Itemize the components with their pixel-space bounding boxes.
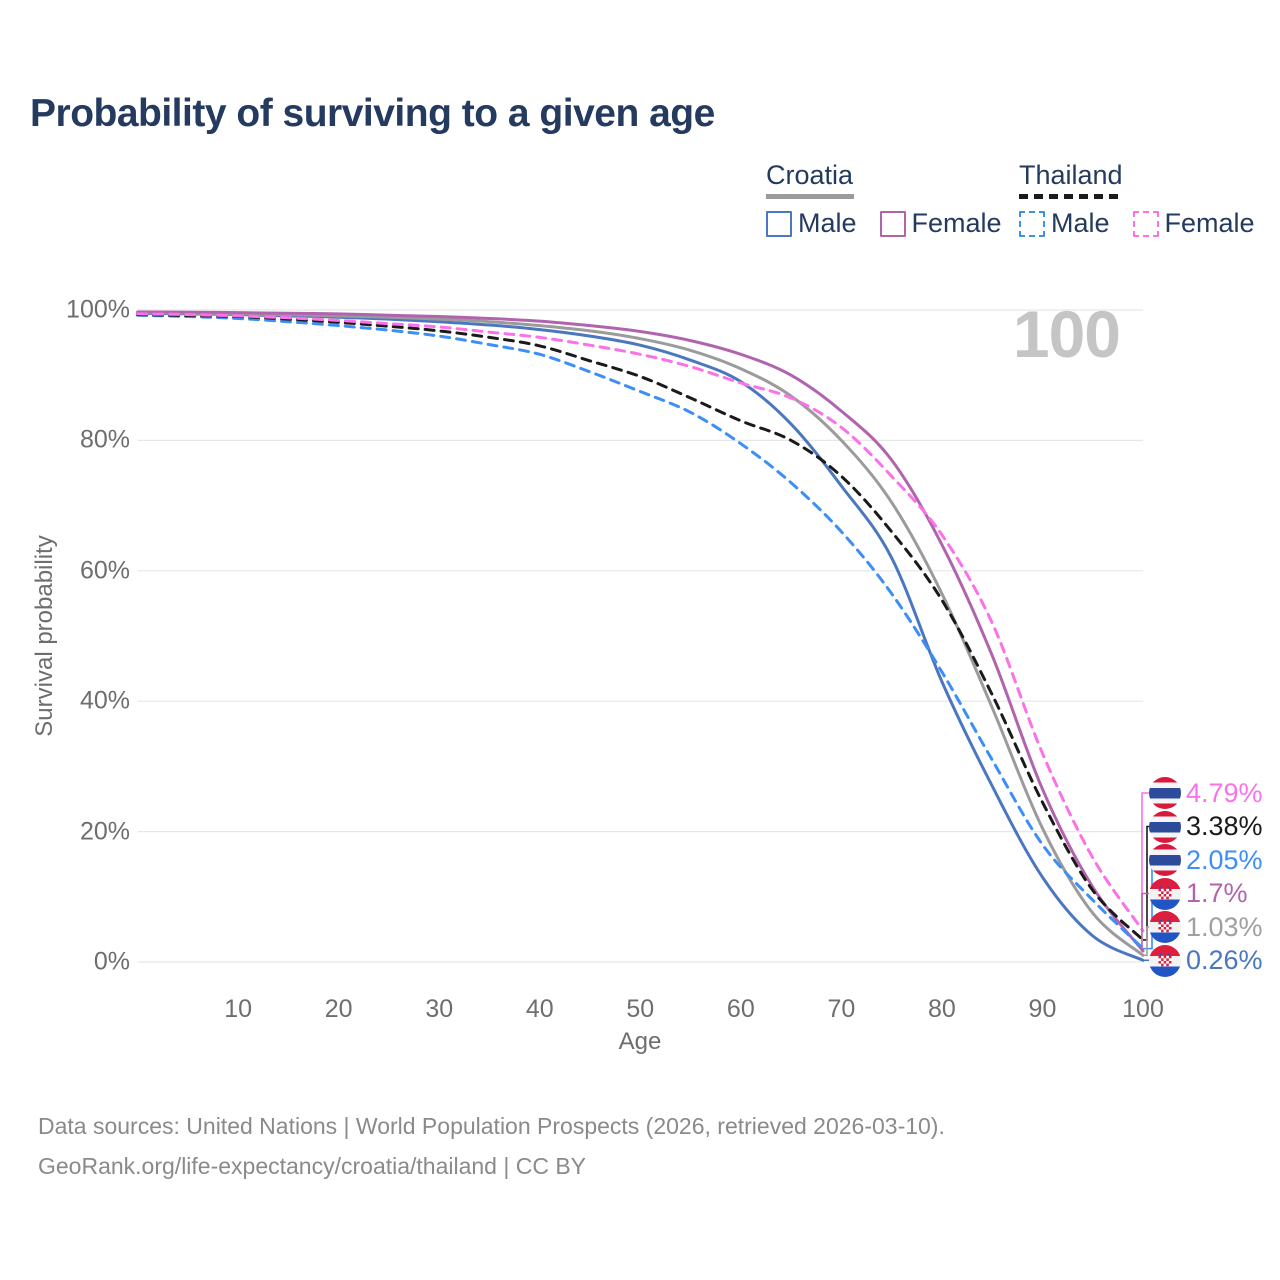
legend-swatch-thailand-female bbox=[1132, 210, 1159, 237]
curve-thailand-male[interactable] bbox=[136, 313, 1145, 951]
end-label-croatia-male[interactable]: 0.26% bbox=[1149, 944, 1263, 978]
x-tick-100: 100 bbox=[1122, 995, 1164, 1023]
y-tick-40%: 40% bbox=[79, 686, 130, 715]
legend-items-croatia: Male Female bbox=[766, 208, 1002, 239]
legend-item-croatia-female[interactable]: Female bbox=[879, 208, 1002, 239]
legend-item-thailand-female-label: Female bbox=[1164, 208, 1255, 238]
footer-attribution: GeoRank.org/life-expectancy/croatia/thai… bbox=[38, 1153, 587, 1179]
croatia-flag-icon bbox=[1149, 944, 1181, 977]
x-tick-80: 80 bbox=[928, 995, 956, 1023]
legend-group-croatia: Croatia Male Female bbox=[766, 160, 1002, 239]
legend-item-thailand-female[interactable]: Female bbox=[1132, 208, 1255, 239]
footer-data-sources: Data sources: United Nations | World Pop… bbox=[38, 1113, 945, 1139]
end-label-thailand-male[interactable]: 2.05% bbox=[1149, 843, 1263, 877]
end-label-value: 1.7% bbox=[1186, 878, 1248, 908]
leader-line-thailand-total bbox=[1143, 825, 1149, 941]
x-tick-90: 90 bbox=[1028, 995, 1057, 1023]
page-title: Probability of surviving to a given age bbox=[30, 92, 715, 135]
legend-country-thailand-label: Thailand bbox=[1019, 160, 1123, 190]
end-label-value: 2.05% bbox=[1186, 844, 1263, 875]
y-tick-60%: 60% bbox=[79, 556, 130, 585]
y-tick-20%: 20% bbox=[79, 817, 130, 846]
leader-line-croatia-female bbox=[1141, 892, 1149, 952]
end-label-thailand-total[interactable]: 3.38% bbox=[1149, 810, 1263, 844]
x-tick-70: 70 bbox=[827, 995, 856, 1023]
curve-croatia-total[interactable] bbox=[136, 311, 1145, 957]
curve-croatia-male[interactable] bbox=[136, 311, 1145, 962]
end-label-value: 3.38% bbox=[1186, 811, 1263, 841]
legend-item-croatia-male-label: Male bbox=[798, 208, 857, 238]
x-tick-40: 40 bbox=[525, 995, 554, 1023]
x-tick-10: 10 bbox=[224, 995, 253, 1023]
x-tick-60: 60 bbox=[726, 995, 755, 1023]
croatia-flag-icon bbox=[1149, 877, 1181, 910]
legend-country-thailand[interactable]: Thailand bbox=[1019, 160, 1123, 199]
x-tick-20: 20 bbox=[324, 995, 353, 1023]
legend-line-sample-croatia bbox=[766, 194, 854, 199]
legend-swatch-thailand-male bbox=[1019, 210, 1045, 237]
legend-country-croatia-label: Croatia bbox=[766, 160, 854, 190]
thailand-flag-icon bbox=[1149, 777, 1181, 809]
leader-line-croatia-total bbox=[1143, 926, 1149, 957]
legend-line-sample-thailand bbox=[1019, 194, 1119, 199]
legend-swatch-croatia-male bbox=[766, 210, 792, 237]
end-label-thailand-female[interactable]: 4.79% bbox=[1149, 776, 1263, 810]
end-label-value: 0.26% bbox=[1186, 945, 1263, 975]
y-tick-80%: 80% bbox=[79, 425, 130, 454]
x-tick-50: 50 bbox=[626, 995, 655, 1023]
footer: Data sources: United Nations | World Pop… bbox=[38, 1106, 945, 1186]
thailand-flag-icon bbox=[1149, 844, 1181, 876]
end-label-croatia-total[interactable]: 1.03% bbox=[1149, 910, 1263, 944]
age-100-watermark: 100 bbox=[1012, 297, 1121, 371]
thailand-flag-icon bbox=[1149, 810, 1181, 843]
legend-items-thailand: Male Female bbox=[1019, 208, 1255, 239]
leader-line-thailand-female bbox=[1141, 792, 1149, 932]
end-label-value: 4.79% bbox=[1186, 777, 1263, 808]
legend-item-croatia-female-label: Female bbox=[911, 208, 1002, 238]
end-label-value: 1.03% bbox=[1186, 911, 1263, 942]
x-axis-title: Age bbox=[618, 1028, 662, 1055]
x-tick-30: 30 bbox=[425, 995, 454, 1023]
legend-country-croatia[interactable]: Croatia bbox=[766, 160, 854, 199]
end-label-croatia-female[interactable]: 1.7% bbox=[1149, 877, 1248, 911]
curve-croatia-female[interactable] bbox=[136, 310, 1145, 953]
legend-group-thailand: Thailand Male Female bbox=[1019, 160, 1255, 239]
curve-thailand-female[interactable] bbox=[136, 312, 1145, 933]
y-tick-100%: 100% bbox=[66, 295, 130, 324]
croatia-flag-icon bbox=[1149, 911, 1181, 943]
y-tick-0%: 0% bbox=[93, 947, 130, 976]
legend-swatch-croatia-female bbox=[879, 210, 906, 237]
legend-item-thailand-male-label: Male bbox=[1051, 208, 1110, 238]
legend-item-croatia-male[interactable]: Male bbox=[766, 208, 857, 239]
curve-thailand-total[interactable] bbox=[136, 313, 1145, 942]
legend-item-thailand-male[interactable]: Male bbox=[1019, 208, 1110, 239]
